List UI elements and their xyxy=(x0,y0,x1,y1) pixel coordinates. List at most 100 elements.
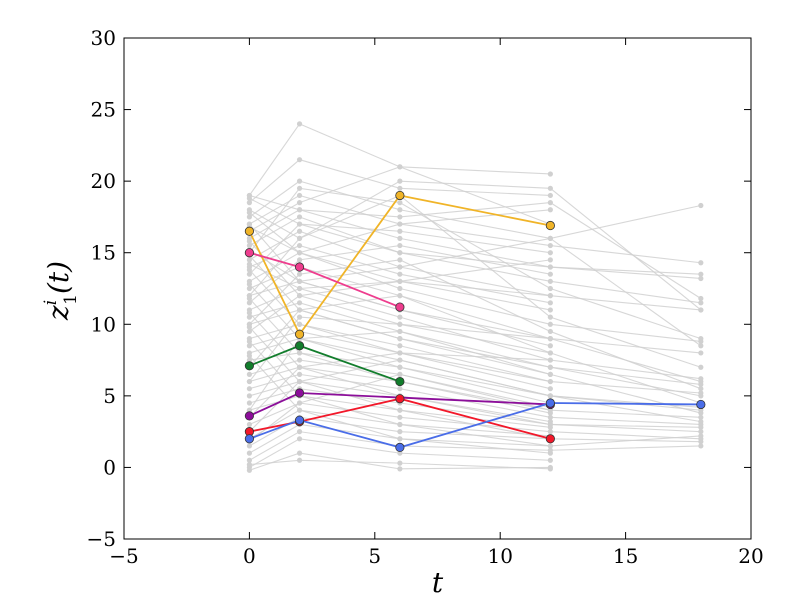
background-series-point xyxy=(397,228,403,234)
background-series-point xyxy=(296,400,303,406)
background-series-point xyxy=(547,285,553,292)
y-axis-title: zi1(t) xyxy=(41,261,81,321)
background-series-point xyxy=(246,371,252,377)
background-series-point xyxy=(296,321,303,327)
background-series-point xyxy=(296,371,303,377)
highlight-series-point xyxy=(395,190,405,201)
background-series-line xyxy=(249,209,551,254)
background-series-point xyxy=(246,314,252,320)
background-series-point xyxy=(397,250,403,256)
highlight-series-point xyxy=(395,394,405,404)
background-series-point xyxy=(397,357,403,363)
background-series-point xyxy=(397,450,403,456)
background-series-point xyxy=(397,293,403,299)
highlight-series-line xyxy=(248,194,551,337)
background-series-line xyxy=(248,255,701,397)
background-series-point xyxy=(246,238,252,244)
background-series-line xyxy=(249,280,551,332)
background-series-point xyxy=(296,293,303,299)
background-series-point xyxy=(397,185,403,191)
background-series-point xyxy=(296,378,303,385)
background-series-point xyxy=(698,295,704,302)
highlight-series-point xyxy=(395,442,405,452)
background-series-point xyxy=(296,457,303,463)
background-series-point xyxy=(246,357,252,363)
background-series-point xyxy=(547,314,553,320)
background-series-point xyxy=(397,200,403,206)
background-series-point xyxy=(397,371,403,377)
background-series-line xyxy=(248,316,551,382)
background-series-line xyxy=(249,159,551,204)
background-series-point xyxy=(547,171,553,177)
background-series-point xyxy=(698,300,704,306)
background-series-point xyxy=(246,386,252,392)
background-series-line xyxy=(249,259,551,290)
background-series-point xyxy=(698,378,704,385)
background-series-point xyxy=(397,336,403,342)
background-series-point xyxy=(547,343,553,349)
background-series-point xyxy=(547,450,553,456)
background-series-point xyxy=(698,343,704,349)
background-series-point xyxy=(296,185,303,191)
background-series-line xyxy=(249,409,551,440)
background-series-point xyxy=(547,185,553,191)
background-series-point xyxy=(397,178,403,184)
background-series-point xyxy=(397,164,403,170)
background-series-point xyxy=(397,242,403,249)
background-series-point xyxy=(246,261,252,267)
background-series-point xyxy=(246,443,252,449)
background-series-point xyxy=(547,429,553,435)
background-series-point xyxy=(246,421,252,428)
highlight-series-point xyxy=(244,226,254,236)
background-series-point xyxy=(246,467,252,473)
background-series-point xyxy=(397,221,403,227)
x-tick-label: 0 xyxy=(243,544,256,568)
background-series-point xyxy=(547,200,553,206)
background-series-point xyxy=(397,343,403,349)
background-series-point xyxy=(246,285,252,292)
background-series-point xyxy=(246,378,252,385)
y-tick-label: −5 xyxy=(87,527,116,551)
x-axis-title: t xyxy=(432,566,444,599)
background-series-point xyxy=(547,407,553,413)
background-series-point xyxy=(698,439,704,445)
y-tick-label: 15 xyxy=(91,241,116,265)
background-series-point xyxy=(246,400,252,406)
background-series-point xyxy=(397,271,403,277)
background-series-point xyxy=(397,328,403,335)
background-series-point xyxy=(296,271,303,277)
background-series-point xyxy=(397,429,403,435)
y-tick-label: 5 xyxy=(103,384,116,408)
background-series-line xyxy=(249,212,551,297)
background-series-point xyxy=(246,281,252,287)
background-series-point xyxy=(397,386,403,392)
x-tick-label: −5 xyxy=(109,544,138,568)
background-series-point xyxy=(246,295,252,302)
highlight-series-point xyxy=(294,329,305,339)
background-series-point xyxy=(698,429,704,435)
highlight-series-point xyxy=(696,399,706,410)
highlight-series-point xyxy=(545,398,555,408)
background-series-point xyxy=(547,264,553,270)
y-axis-title-sup: i xyxy=(41,300,61,305)
x-tick-label: 15 xyxy=(613,544,638,568)
x-tick-label: 5 xyxy=(368,544,381,568)
background-series-line xyxy=(248,240,551,354)
background-series-line xyxy=(249,438,551,468)
background-series-point xyxy=(296,307,303,313)
background-series-point xyxy=(698,307,704,313)
background-series-line xyxy=(249,223,551,275)
background-series-point xyxy=(547,457,553,463)
y-tick-label: 0 xyxy=(103,455,116,479)
background-series-point xyxy=(397,350,403,356)
background-series-point xyxy=(397,207,403,213)
background-series-point xyxy=(246,457,252,463)
highlight-series-point xyxy=(395,302,405,312)
background-series-point xyxy=(397,460,403,466)
background-series-point xyxy=(397,421,403,428)
background-series-point xyxy=(246,324,252,330)
background-series-point xyxy=(397,466,403,472)
background-series-point xyxy=(246,200,252,206)
background-series-point xyxy=(296,285,303,292)
